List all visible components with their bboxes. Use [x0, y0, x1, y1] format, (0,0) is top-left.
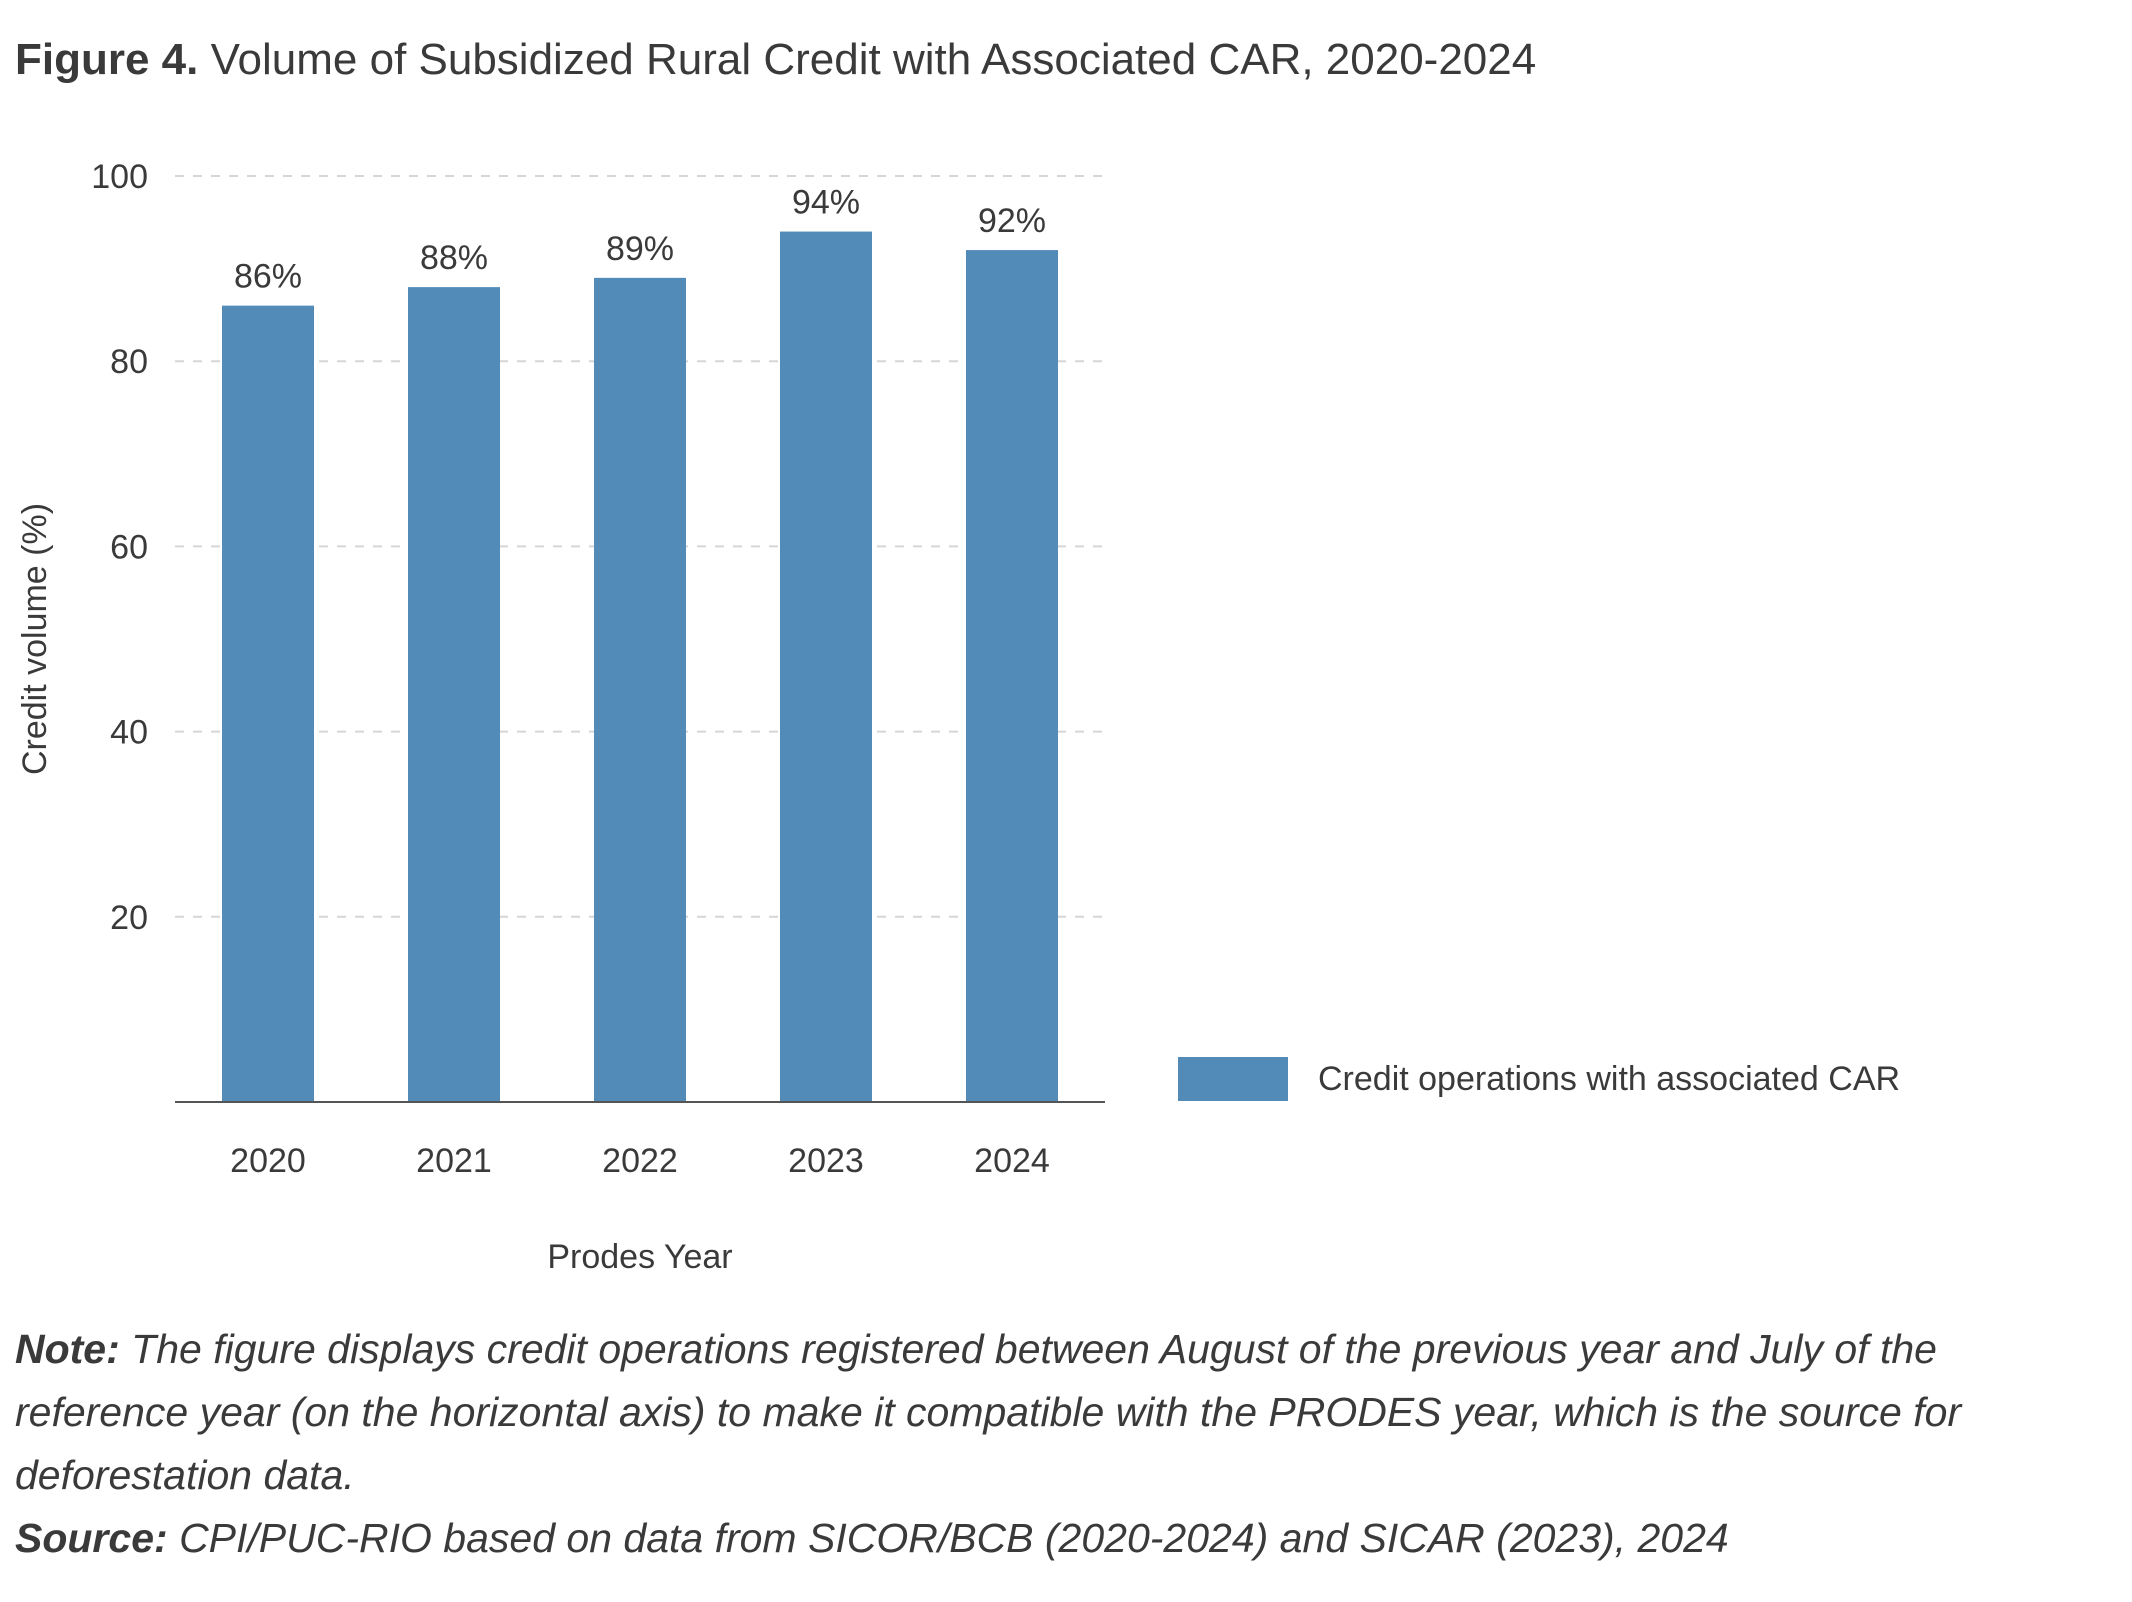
bar [222, 305, 314, 1102]
y-tick-label: 40 [110, 714, 148, 752]
source-paragraph: Source: CPI/PUC-RIO based on data from S… [15, 1507, 1975, 1570]
figure-title: Figure 4. Volume of Subsidized Rural Cre… [15, 34, 1536, 86]
note-paragraph: Note: The figure displays credit operati… [15, 1318, 1975, 1507]
data-label: 92% [978, 202, 1046, 240]
y-axis-label: Credit volume (%) [16, 503, 54, 775]
bar [594, 277, 686, 1102]
gridlines [175, 175, 1105, 918]
notes: Note: The figure displays credit operati… [15, 1318, 1975, 1570]
x-tick-label: 2023 [788, 1142, 864, 1180]
bar [780, 231, 872, 1102]
x-tick-label: 2024 [974, 1142, 1050, 1180]
data-label: 86% [234, 258, 302, 296]
bar [408, 287, 500, 1102]
y-tick-labels: 20 40 60 80 100 [91, 158, 148, 937]
x-tick-label: 2021 [416, 1142, 492, 1180]
data-labels: 86% 88% 89% 94% 92% [234, 184, 1046, 296]
legend-swatch [1178, 1057, 1288, 1101]
legend-label: Credit operations with associated CAR [1318, 1060, 1900, 1098]
y-tick-label: 60 [110, 528, 148, 566]
y-tick-label: 100 [91, 158, 148, 196]
source-label: Source: [15, 1515, 168, 1561]
data-label: 89% [606, 230, 674, 268]
data-label: 88% [420, 239, 488, 277]
bar [966, 250, 1058, 1102]
y-tick-label: 20 [110, 899, 148, 937]
x-tick-labels: 2020 2021 2022 2023 2024 [230, 1142, 1050, 1180]
figure-title-text: Volume of Subsidized Rural Credit with A… [210, 35, 1537, 84]
figure-label: Figure 4. [15, 35, 199, 84]
y-tick-label: 80 [110, 343, 148, 381]
note-label: Note: [15, 1326, 120, 1372]
legend: Credit operations with associated CAR [1178, 1057, 1900, 1101]
data-label: 94% [792, 184, 860, 222]
x-tick-label: 2020 [230, 1142, 306, 1180]
source-text: CPI/PUC-RIO based on data from SICOR/BCB… [179, 1515, 1729, 1561]
x-axis-label: Prodes Year [547, 1238, 732, 1276]
bars [222, 231, 1058, 1102]
x-tick-label: 2022 [602, 1142, 678, 1180]
note-text: The figure displays credit operations re… [15, 1326, 1962, 1498]
